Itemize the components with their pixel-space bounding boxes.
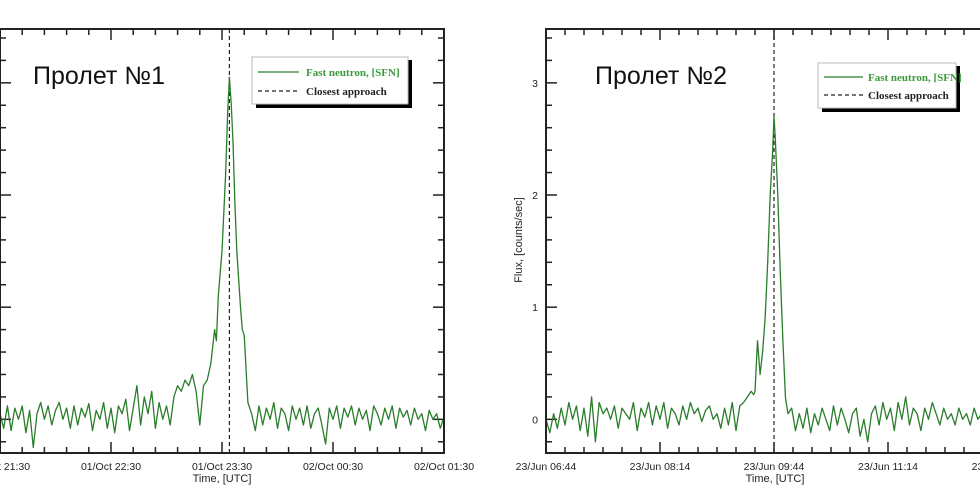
legend-label-closest-approach: Closest approach: [868, 90, 949, 102]
legend-label-closest-approach: Closest approach: [306, 86, 387, 98]
plot-frame: [545, 28, 980, 454]
series-line-fast-neutron: [0, 76, 445, 449]
legend-label-fast-neutron: Fast neutron, [SFN]: [868, 72, 962, 84]
chart-1-title: Пролет №1: [33, 62, 165, 90]
x-tick-label: 23/Jun 09:44: [744, 461, 805, 473]
chart-flyby-1: 01/Oct 21:30 01/Oct 22:30 01/Oct 23:30 02/O…: [0, 28, 474, 473]
x-tick-label: 23/Jun 06:44: [516, 461, 577, 473]
plot-frame: [0, 28, 445, 454]
legend-box: [817, 62, 957, 109]
legend-box: [251, 56, 409, 105]
x-tick-label: 01/Oct 21:30: [0, 461, 30, 473]
x-tick-label: 02/Oct 00:30: [303, 461, 363, 473]
x-tick-label: 23/Jun 11:14: [858, 461, 918, 473]
chart-1-legend: Fast neutron, [SFN] Closest approach: [251, 56, 412, 108]
series-line-fast-neutron: [545, 115, 980, 443]
y-tick-label: 3: [532, 78, 538, 90]
chart-2-legend: Fast neutron, [SFN] Closest approach: [817, 62, 962, 112]
chart-2-y-axis-label: Flux, [counts/sec]: [513, 197, 525, 283]
chart-2-title: Пролет №2: [595, 62, 727, 90]
x-tick-label: 23/Jun 08:14: [630, 461, 691, 473]
y-tick-label: 0: [532, 414, 538, 426]
x-tick-label: 23/Jun 12:44: [972, 461, 980, 473]
chart-flyby-2: 23/Jun 06:44 23/Jun 08:14 23/Jun 09:44 23/J…: [516, 28, 980, 473]
x-tick-label: 01/Oct 23:30: [192, 461, 252, 473]
x-tick-label: 01/Oct 22:30: [81, 461, 141, 473]
chart-1-x-axis-label: Time, [UTC]: [193, 473, 252, 485]
x-tick-label: 02/Oct 01:30: [414, 461, 474, 473]
y-tick-label: 1: [532, 302, 538, 314]
chart-2-x-axis-label: Time, [UTC]: [746, 473, 805, 485]
legend-label-fast-neutron: Fast neutron, [SFN]: [306, 67, 400, 79]
y-tick-label: 2: [532, 190, 538, 202]
